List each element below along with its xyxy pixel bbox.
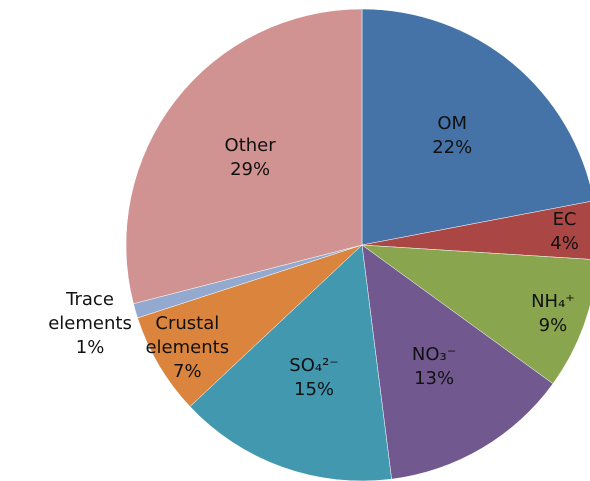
slice-label: OM 22% [402, 112, 502, 160]
pie-slice [361, 201, 590, 260]
value-label: 22% [432, 136, 473, 158]
slice-label: EC 4% [515, 208, 590, 256]
slice-label: SO₄²⁻ 15% [264, 354, 364, 402]
pie-slice [361, 244, 554, 480]
category-label: SO₄²⁻ [289, 355, 339, 377]
slice-label: Crustal elements 7% [137, 312, 237, 384]
slice-label: Other 29% [200, 134, 300, 182]
pie-slice [125, 8, 363, 304]
category-label: Crustal elements [145, 313, 230, 359]
category-label: Trace elements [48, 289, 132, 334]
category-label: Other [224, 135, 276, 157]
slice-label: NH₄⁺ 9% [503, 290, 590, 338]
category-label: NO₃⁻ [411, 343, 457, 365]
slice-label: Trace elements 1% [40, 288, 140, 360]
value-label: 15% [294, 379, 335, 401]
value-label: 1% [75, 337, 105, 358]
value-label: 9% [538, 314, 568, 336]
value-label: 29% [230, 159, 271, 181]
pie-slice [137, 244, 363, 407]
value-label: 4% [550, 233, 579, 255]
value-label: 7% [173, 361, 202, 383]
value-label: 13% [414, 367, 455, 389]
slice-label: NO₃⁻ 13% [384, 343, 484, 391]
category-label: NH₄⁺ [531, 290, 575, 312]
pie-slice [361, 244, 590, 385]
category-label: EC [552, 209, 577, 231]
category-label: OM [437, 112, 468, 134]
pie-slice [361, 8, 590, 246]
